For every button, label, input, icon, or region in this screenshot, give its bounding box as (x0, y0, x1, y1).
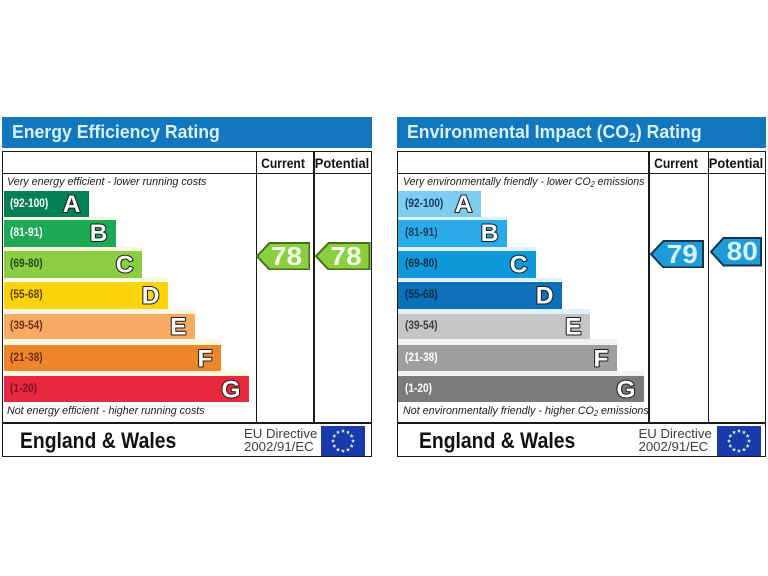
svg-text:D: D (536, 282, 554, 309)
svg-text:C: C (509, 251, 527, 278)
svg-text:F: F (197, 345, 212, 372)
svg-text:F: F (594, 345, 609, 372)
svg-text:A: A (454, 191, 472, 218)
svg-text:E: E (565, 314, 581, 341)
svg-text:G: G (221, 376, 240, 403)
svg-text:G: G (616, 376, 635, 403)
svg-text:A: A (63, 191, 81, 218)
svg-text:E: E (170, 314, 186, 341)
svg-text:C: C (116, 251, 134, 278)
svg-text:B: B (481, 221, 499, 248)
svg-text:D: D (142, 282, 160, 309)
svg-text:B: B (89, 221, 107, 248)
